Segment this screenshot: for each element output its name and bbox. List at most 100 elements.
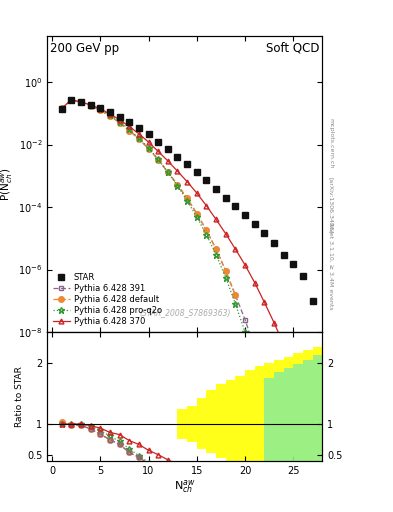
Pythia 6.428 391: [204, 227, 209, 233]
Pythia 6.428 default: [204, 227, 209, 233]
Pythia 6.428 391: [79, 99, 83, 105]
Pythia 6.428 391: [127, 127, 132, 134]
Pythia 6.428 default: [165, 169, 170, 175]
Pythia 6.428 pro-q2o: [185, 198, 189, 204]
Pythia 6.428 391: [214, 246, 219, 252]
STAR: [291, 261, 296, 267]
Pythia 6.428 pro-q2o: [223, 274, 228, 281]
Line: Pythia 6.428 default: Pythia 6.428 default: [59, 97, 238, 298]
Pythia 6.428 default: [108, 113, 112, 119]
STAR: [252, 221, 257, 227]
STAR: [262, 230, 267, 236]
Pythia 6.428 default: [233, 292, 238, 298]
Pythia 6.428 pro-q2o: [175, 183, 180, 189]
STAR: [146, 132, 151, 138]
STAR: [127, 119, 132, 125]
Pythia 6.428 391: [117, 120, 122, 126]
Pythia 6.428 pro-q2o: [108, 112, 112, 118]
Y-axis label: P(N$_{ch}^{aw}$): P(N$_{ch}^{aw}$): [0, 167, 15, 201]
Pythia 6.428 391: [156, 157, 160, 163]
Pythia 6.428 pro-q2o: [59, 105, 64, 112]
STAR: [301, 273, 305, 280]
Pythia 6.428 pro-q2o: [136, 135, 141, 141]
Pythia 6.428 391: [108, 113, 112, 119]
Pythia 6.428 pro-q2o: [79, 99, 83, 105]
Pythia 6.428 pro-q2o: [117, 119, 122, 125]
Text: 200 GeV pp: 200 GeV pp: [50, 42, 119, 55]
Pythia 6.428 default: [185, 195, 189, 201]
STAR: [117, 114, 122, 120]
STAR: [272, 240, 276, 246]
Pythia 6.428 pro-q2o: [204, 231, 209, 238]
Pythia 6.428 391: [69, 97, 73, 103]
Pythia 6.428 default: [79, 99, 83, 105]
Pythia 6.428 391: [233, 292, 238, 298]
Pythia 6.428 391: [252, 345, 257, 351]
Pythia 6.428 default: [117, 120, 122, 126]
Pythia 6.428 391: [243, 316, 248, 323]
STAR: [69, 97, 73, 103]
STAR: [195, 169, 199, 175]
Pythia 6.428 pro-q2o: [243, 329, 248, 335]
Text: (STAR_2008_S7869363): (STAR_2008_S7869363): [139, 308, 230, 317]
Pythia 6.428 391: [146, 145, 151, 152]
STAR: [136, 125, 141, 132]
Pythia 6.428 pro-q2o: [195, 214, 199, 220]
Pythia 6.428 default: [195, 210, 199, 217]
STAR: [98, 104, 103, 111]
Pythia 6.428 default: [98, 107, 103, 113]
STAR: [165, 146, 170, 152]
X-axis label: N$_{ch}^{aw}$: N$_{ch}^{aw}$: [174, 478, 195, 496]
Pythia 6.428 391: [59, 105, 64, 112]
Text: Soft QCD: Soft QCD: [266, 42, 320, 55]
Pythia 6.428 391: [185, 195, 189, 201]
STAR: [281, 251, 286, 258]
STAR: [310, 297, 315, 304]
Pythia 6.428 default: [175, 182, 180, 188]
Pythia 6.428 391: [223, 268, 228, 274]
Pythia 6.428 default: [146, 145, 151, 152]
Pythia 6.428 pro-q2o: [214, 251, 219, 258]
Pythia 6.428 default: [136, 136, 141, 142]
STAR: [204, 177, 209, 183]
Pythia 6.428 default: [69, 97, 73, 103]
Pythia 6.428 391: [98, 107, 103, 113]
STAR: [243, 212, 248, 218]
STAR: [223, 195, 228, 201]
Text: mcplots.cern.ch: mcplots.cern.ch: [328, 118, 333, 168]
Pythia 6.428 pro-q2o: [165, 169, 170, 175]
STAR: [59, 105, 64, 112]
Pythia 6.428 391: [195, 210, 199, 217]
Pythia 6.428 391: [88, 102, 93, 109]
Line: Pythia 6.428 pro-q2o: Pythia 6.428 pro-q2o: [59, 97, 248, 335]
Pythia 6.428 default: [59, 105, 64, 111]
STAR: [175, 154, 180, 160]
Pythia 6.428 391: [165, 169, 170, 175]
Pythia 6.428 pro-q2o: [233, 301, 238, 307]
Pythia 6.428 default: [127, 127, 132, 134]
STAR: [214, 185, 219, 191]
STAR: [233, 203, 238, 209]
Pythia 6.428 pro-q2o: [127, 126, 132, 132]
Pythia 6.428 default: [156, 157, 160, 163]
STAR: [88, 101, 93, 108]
Line: STAR: STAR: [59, 97, 316, 304]
Legend: STAR, Pythia 6.428 391, Pythia 6.428 default, Pythia 6.428 pro-q2o, Pythia 6.428: STAR, Pythia 6.428 391, Pythia 6.428 def…: [51, 271, 163, 328]
Pythia 6.428 391: [136, 136, 141, 142]
Pythia 6.428 pro-q2o: [69, 97, 73, 103]
Text: Rivet 3.1.10, ≥ 3.4M events: Rivet 3.1.10, ≥ 3.4M events: [328, 222, 333, 310]
STAR: [185, 161, 189, 167]
STAR: [156, 139, 160, 145]
Pythia 6.428 default: [214, 246, 219, 252]
Y-axis label: Ratio to STAR: Ratio to STAR: [15, 366, 24, 427]
Text: [arXiv:1306.3436]: [arXiv:1306.3436]: [328, 177, 333, 233]
STAR: [79, 99, 83, 105]
STAR: [108, 109, 112, 115]
Pythia 6.428 default: [223, 268, 228, 274]
Pythia 6.428 pro-q2o: [146, 145, 151, 151]
Line: Pythia 6.428 391: Pythia 6.428 391: [59, 98, 257, 351]
Pythia 6.428 pro-q2o: [156, 156, 160, 162]
Pythia 6.428 pro-q2o: [88, 102, 93, 108]
Pythia 6.428 pro-q2o: [98, 106, 103, 112]
Pythia 6.428 391: [175, 182, 180, 188]
